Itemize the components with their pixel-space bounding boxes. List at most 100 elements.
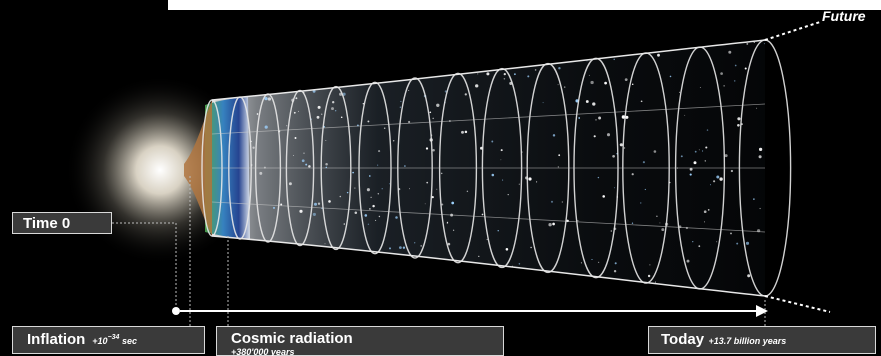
- star: [527, 75, 530, 78]
- cosmic-radiation-time: +380'000 years: [231, 347, 295, 356]
- star: [507, 194, 509, 196]
- star: [563, 86, 566, 88]
- star: [293, 111, 296, 114]
- star: [578, 117, 581, 119]
- star: [591, 258, 593, 261]
- star: [719, 177, 723, 181]
- star: [756, 107, 758, 109]
- star: [497, 230, 499, 232]
- star: [317, 105, 321, 109]
- star: [598, 116, 602, 120]
- star: [713, 180, 716, 183]
- star: [332, 101, 335, 104]
- star: [597, 261, 600, 264]
- star: [424, 203, 426, 205]
- today-label: Today: [661, 331, 705, 348]
- star: [295, 97, 298, 100]
- star: [684, 114, 686, 116]
- star: [491, 140, 494, 143]
- star: [503, 77, 506, 80]
- star: [299, 209, 303, 213]
- star: [724, 154, 728, 158]
- time0-leader: [112, 222, 177, 306]
- star: [530, 246, 532, 249]
- star: [692, 241, 694, 243]
- star: [747, 274, 751, 278]
- star: [324, 243, 326, 245]
- star: [734, 64, 737, 67]
- star: [693, 161, 697, 165]
- star: [745, 241, 750, 245]
- star: [585, 100, 589, 103]
- star: [389, 247, 391, 250]
- star: [303, 152, 305, 154]
- star: [367, 223, 370, 225]
- star: [335, 110, 337, 112]
- star: [704, 221, 705, 223]
- time0-label-box: Time 0: [12, 212, 112, 234]
- star: [491, 173, 495, 177]
- star: [513, 73, 516, 76]
- star: [503, 72, 506, 76]
- star: [716, 241, 718, 243]
- star: [293, 155, 294, 156]
- star: [297, 110, 299, 112]
- star: [464, 93, 467, 96]
- star: [436, 188, 438, 190]
- star: [402, 246, 406, 249]
- inflation-funnel: [184, 100, 212, 236]
- star: [256, 113, 259, 115]
- star: [707, 209, 710, 211]
- cone-bottom-edge: [211, 235, 766, 297]
- star: [698, 245, 701, 248]
- star: [409, 188, 410, 190]
- star: [378, 215, 381, 218]
- star: [619, 143, 623, 147]
- star: [312, 212, 316, 216]
- star: [452, 229, 455, 231]
- star: [613, 270, 617, 273]
- timeline-start-dot: [172, 307, 180, 315]
- star: [542, 102, 544, 104]
- star: [644, 188, 646, 191]
- cosmic-radiation-label-box: Cosmic radiation +380'000 years: [216, 326, 504, 356]
- star: [640, 202, 642, 204]
- time0-label: Time 0: [23, 215, 71, 232]
- star: [340, 116, 343, 119]
- star: [408, 120, 411, 124]
- today-time: +13.7 billion years: [708, 336, 787, 346]
- star: [372, 204, 375, 208]
- star: [689, 167, 693, 171]
- star: [686, 259, 690, 263]
- star: [758, 147, 763, 152]
- star: [301, 159, 305, 163]
- star: [475, 84, 479, 88]
- star: [429, 111, 432, 114]
- star: [308, 165, 311, 168]
- star: [753, 198, 755, 200]
- star: [597, 176, 600, 179]
- star: [552, 222, 555, 226]
- star: [518, 263, 521, 265]
- star: [709, 184, 712, 186]
- top-white-strip: [0, 0, 881, 10]
- star: [505, 248, 509, 251]
- star: [580, 262, 582, 264]
- star: [477, 73, 479, 75]
- star: [381, 188, 383, 190]
- future-dotted-bottom: [764, 295, 831, 313]
- star: [613, 58, 615, 61]
- star: [586, 60, 588, 62]
- star: [414, 242, 416, 244]
- star: [518, 183, 520, 185]
- future-dotted-top: [764, 21, 821, 41]
- star: [288, 182, 292, 186]
- star: [733, 80, 736, 82]
- star: [730, 232, 732, 235]
- star: [305, 163, 308, 166]
- star: [704, 160, 707, 162]
- star: [364, 214, 368, 217]
- cone-top-edge: [211, 39, 766, 101]
- star: [252, 146, 255, 149]
